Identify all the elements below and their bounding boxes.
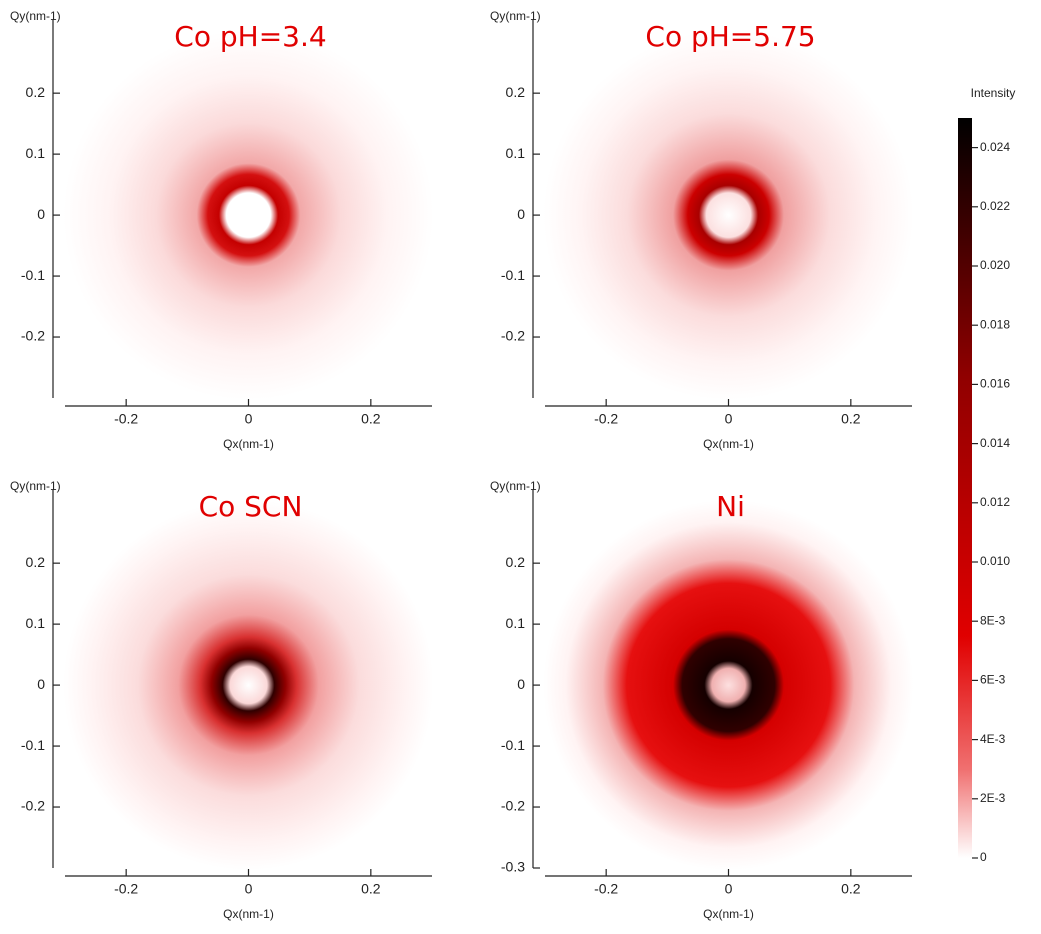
- x-axis-label: Qx(nm-1): [223, 907, 274, 921]
- colorbar-tick-label: 0.024: [980, 140, 1010, 154]
- colorbar-tick-label: 2E-3: [980, 791, 1006, 805]
- panel-title: Co pH=3.4: [174, 20, 326, 53]
- x-tick-label: -0.2: [114, 881, 138, 897]
- y-tick-label: -0.3: [501, 859, 525, 875]
- y-tick-label: 0.2: [506, 84, 526, 100]
- colorbar: [958, 118, 972, 858]
- colorbar-tick-label: 6E-3: [980, 673, 1006, 687]
- x-tick-label: -0.2: [594, 411, 618, 427]
- y-tick-label: 0.2: [26, 84, 46, 100]
- panel-title: Co pH=5.75: [645, 20, 815, 53]
- y-tick-label: 0.1: [506, 615, 526, 631]
- colorbar-tick-label: 0.012: [980, 495, 1010, 509]
- y-axis-label: Qy(nm-1): [490, 479, 541, 493]
- y-tick-label: -0.2: [501, 328, 525, 344]
- x-tick-label: 0.2: [361, 411, 381, 427]
- x-tick-label: 0: [725, 881, 733, 897]
- y-tick-label: 0.1: [26, 145, 46, 161]
- x-tick-label: 0: [725, 411, 733, 427]
- y-axis-label: Qy(nm-1): [10, 479, 61, 493]
- x-tick-label: 0: [245, 881, 253, 897]
- x-tick-label: -0.2: [114, 411, 138, 427]
- x-tick-label: 0.2: [841, 411, 861, 427]
- y-axis-label: Qy(nm-1): [10, 9, 61, 23]
- x-tick-label: -0.2: [594, 881, 618, 897]
- y-tick-label: 0: [517, 676, 525, 692]
- x-axis-label: Qx(nm-1): [223, 437, 274, 451]
- x-tick-label: 0.2: [841, 881, 861, 897]
- y-axis-label: Qy(nm-1): [490, 9, 541, 23]
- x-axis-label: Qx(nm-1): [703, 907, 754, 921]
- y-tick-label: -0.1: [501, 737, 525, 753]
- scattering-pattern: [543, 500, 914, 871]
- colorbar-tick-label: 0.014: [980, 436, 1010, 450]
- scattering-pattern: [63, 30, 434, 401]
- colorbar-tick-label: 0.020: [980, 258, 1010, 272]
- y-tick-label: -0.1: [21, 737, 45, 753]
- colorbar-tick-label: 0.010: [980, 554, 1010, 568]
- x-axis-label: Qx(nm-1): [703, 437, 754, 451]
- x-tick-label: 0.2: [361, 881, 381, 897]
- x-tick-label: 0: [245, 411, 253, 427]
- scattering-pattern: [543, 30, 914, 401]
- y-tick-label: 0.2: [506, 554, 526, 570]
- panel-title: Co SCN: [199, 490, 303, 523]
- y-tick-label: -0.2: [501, 798, 525, 814]
- y-tick-label: -0.2: [21, 328, 45, 344]
- y-tick-label: 0.1: [26, 615, 46, 631]
- y-tick-label: -0.1: [501, 267, 525, 283]
- y-tick-label: 0.2: [26, 554, 46, 570]
- y-tick-label: -0.1: [21, 267, 45, 283]
- y-tick-label: 0.1: [506, 145, 526, 161]
- colorbar-tick-label: 0.016: [980, 377, 1010, 391]
- scattering-pattern: [63, 500, 434, 871]
- panel-title: Ni: [716, 490, 745, 523]
- colorbar-title: Intensity: [971, 86, 1016, 100]
- y-tick-label: -0.2: [21, 798, 45, 814]
- y-tick-label: 0: [37, 676, 45, 692]
- y-tick-label: 0: [37, 206, 45, 222]
- colorbar-tick-label: 4E-3: [980, 732, 1006, 746]
- colorbar-tick-label: 8E-3: [980, 613, 1006, 627]
- colorbar-tick-label: 0: [980, 850, 987, 864]
- y-tick-label: 0: [517, 206, 525, 222]
- colorbar-tick-label: 0.022: [980, 199, 1010, 213]
- colorbar-tick-label: 0.018: [980, 317, 1010, 331]
